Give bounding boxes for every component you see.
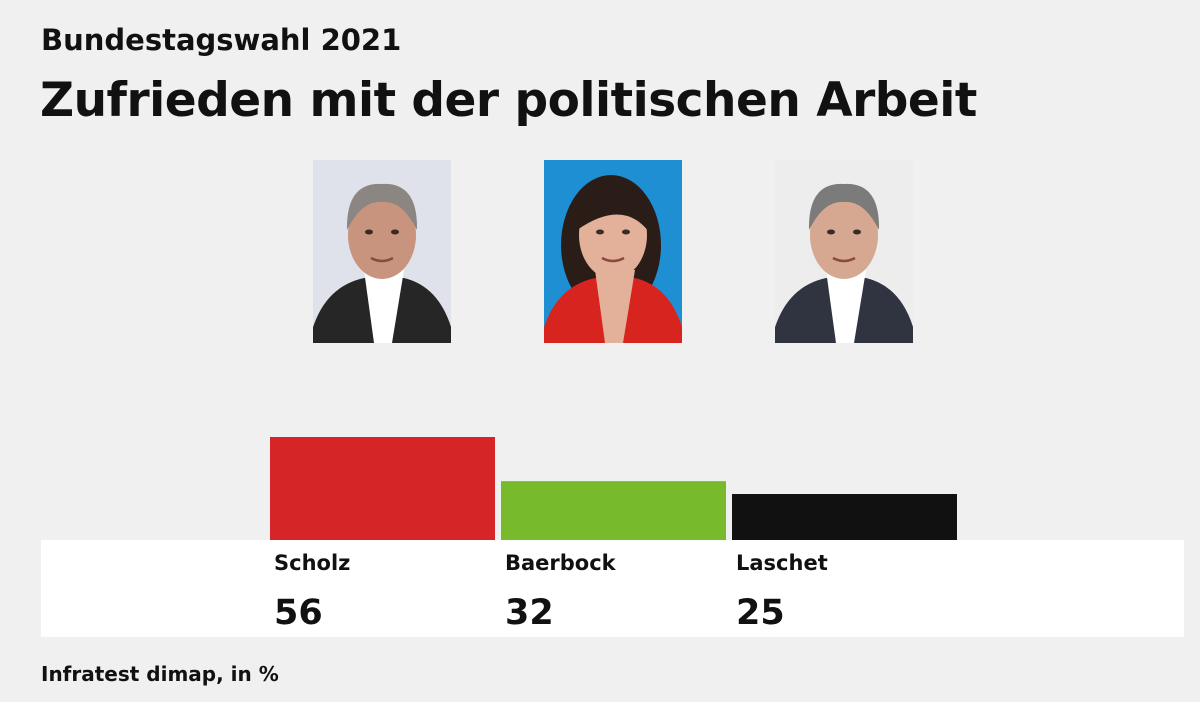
portrait-baerbock bbox=[544, 160, 682, 343]
value-label: 25 bbox=[736, 593, 785, 633]
label-panel bbox=[41, 540, 1184, 637]
category-label: Baerbock bbox=[505, 551, 617, 575]
value-label: 56 bbox=[274, 593, 323, 633]
portrait-scholz bbox=[313, 160, 451, 343]
value-label: 32 bbox=[505, 593, 554, 633]
chart-kicker: Bundestagswahl 2021 bbox=[41, 23, 402, 57]
category-label: Laschet bbox=[736, 551, 828, 575]
bar-baerbock bbox=[501, 481, 726, 540]
source-note: Infratest dimap, in % bbox=[41, 662, 279, 686]
category-label: Scholz bbox=[274, 551, 350, 575]
portraits bbox=[313, 160, 913, 343]
bar-scholz bbox=[270, 437, 495, 540]
chart-title: Zufrieden mit der politischen Arbeit bbox=[40, 73, 977, 128]
portrait-laschet bbox=[775, 160, 913, 343]
bars bbox=[270, 437, 957, 540]
labels: Scholz 56 Baerbock 32 Laschet 25 bbox=[274, 551, 828, 633]
bar-laschet bbox=[732, 494, 957, 540]
